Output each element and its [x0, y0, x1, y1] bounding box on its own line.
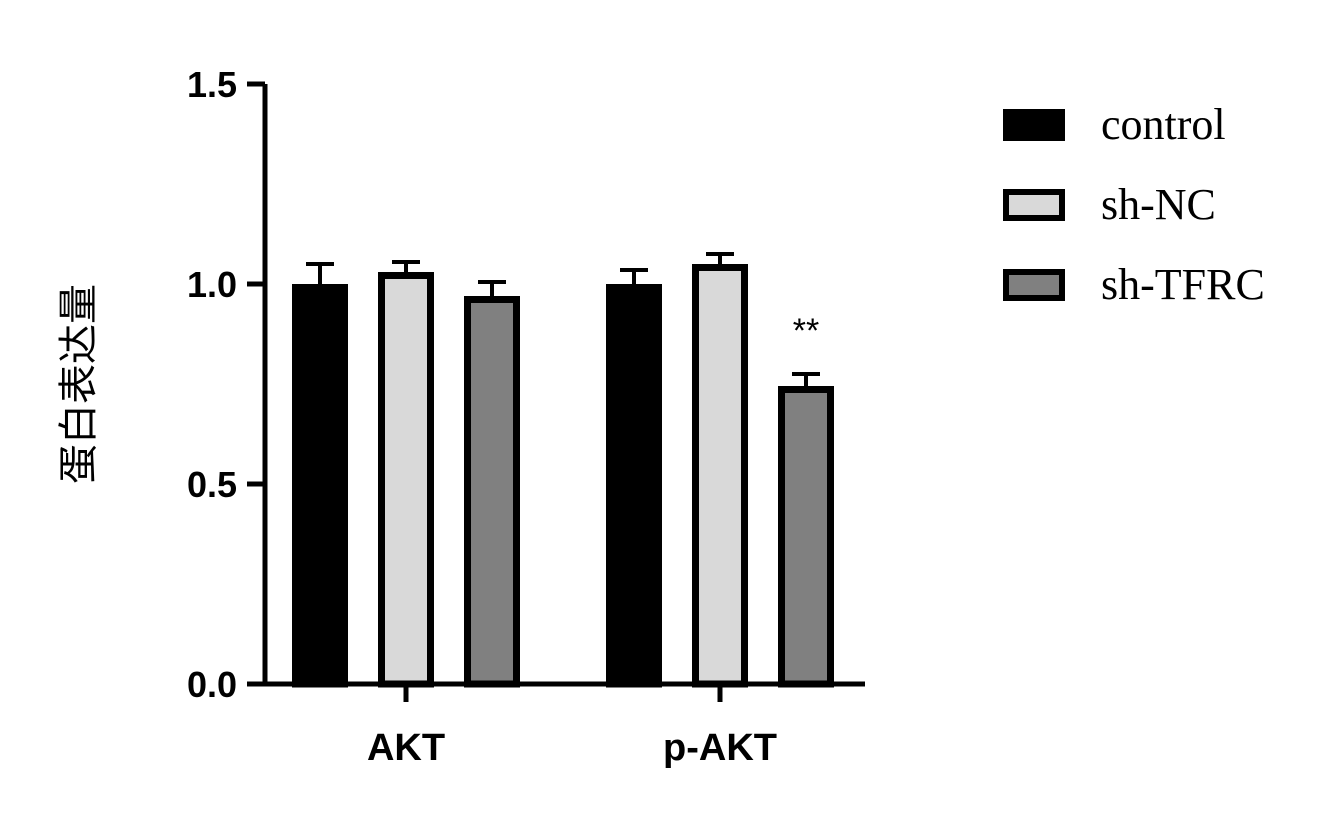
legend-label-control: control — [1101, 100, 1226, 149]
bar-p-akt-sh-tfrc — [778, 386, 834, 688]
legend-swatch-sh-tfrc — [1003, 269, 1065, 301]
legend: control sh-NC sh-TFRC — [1003, 100, 1265, 309]
legend-swatch-control — [1003, 109, 1065, 141]
bar-akt-sh-nc — [378, 272, 434, 688]
y-tick-label: 0.0 — [187, 664, 237, 705]
significance-annotation: ** — [793, 312, 819, 350]
bar-p-akt-control — [606, 284, 662, 688]
y-tick-label: 1.5 — [187, 64, 237, 105]
legend-swatch-sh-nc — [1003, 189, 1065, 221]
y-tick-label: 0.5 — [187, 464, 237, 505]
x-tick-label-akt: AKT — [367, 727, 445, 769]
x-tick-label-p-akt: p-AKT — [663, 727, 777, 769]
bar-akt-control — [292, 284, 348, 688]
bar-p-akt-sh-nc — [692, 264, 748, 688]
legend-label-sh-nc: sh-NC — [1101, 180, 1216, 229]
legend-label-sh-tfrc: sh-TFRC — [1101, 260, 1265, 309]
plot-area: ** 0.0 0.5 1.0 1.5 AKT p-AKT — [187, 64, 865, 769]
bar-akt-sh-tfrc — [464, 296, 520, 688]
y-tick-label: 1.0 — [187, 264, 237, 305]
y-axis-label: 蛋白表达量 — [56, 284, 102, 484]
